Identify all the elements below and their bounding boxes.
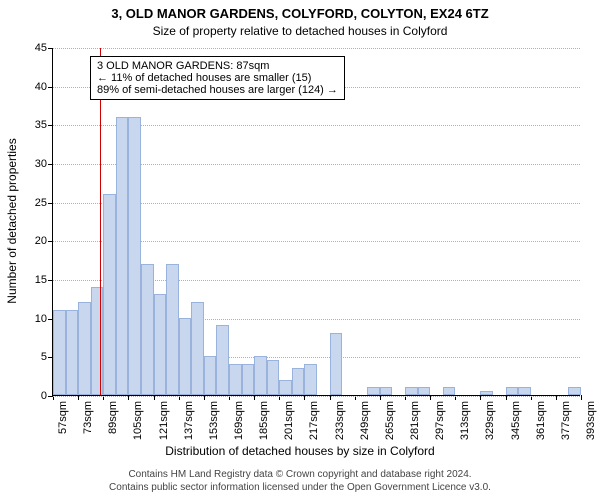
histogram-bar (229, 364, 242, 395)
x-tick-label: 313sqm (459, 401, 471, 440)
histogram-bar (506, 387, 519, 395)
histogram-bar (480, 391, 493, 395)
x-tick-label: 137sqm (183, 401, 195, 440)
histogram-bar (216, 325, 229, 395)
histogram-bar (380, 387, 393, 395)
histogram-bar (279, 380, 292, 395)
histogram-bar (166, 264, 179, 395)
histogram-bar (154, 294, 167, 395)
histogram-bar (443, 387, 456, 395)
histogram-bar (304, 364, 317, 395)
x-tick-label: 233sqm (334, 401, 346, 440)
x-tick-label: 361sqm (535, 401, 547, 440)
credit-text: Contains HM Land Registry data © Crown c… (0, 468, 600, 494)
x-tick-label: 89sqm (107, 401, 119, 434)
histogram-bar (242, 364, 255, 395)
x-tick-label: 329sqm (484, 401, 496, 440)
histogram-bar (292, 368, 305, 395)
x-tick-label: 281sqm (409, 401, 421, 440)
x-tick-label: 249sqm (359, 401, 371, 440)
histogram-bar (66, 310, 79, 395)
histogram-bar (179, 318, 192, 395)
reference-line (100, 48, 101, 395)
x-tick-label: 345sqm (510, 401, 522, 440)
x-tick-label: 217sqm (308, 401, 320, 440)
histogram-bar (78, 302, 91, 395)
x-tick-label: 153sqm (208, 401, 220, 440)
plot-area: 57sqm73sqm89sqm105sqm121sqm137sqm153sqm1… (52, 48, 580, 396)
histogram-bar (141, 264, 154, 395)
histogram-bar (518, 387, 531, 395)
histogram-bar (418, 387, 431, 395)
histogram-bar (405, 387, 418, 395)
x-axis-label: Distribution of detached houses by size … (0, 444, 600, 458)
x-tick-label: 393sqm (585, 401, 597, 440)
histogram-bar (204, 356, 217, 395)
x-tick-label: 265sqm (384, 401, 396, 440)
x-tick-label: 169sqm (233, 401, 245, 440)
gridline (53, 48, 580, 49)
x-tick-label: 105sqm (132, 401, 144, 440)
gridline (53, 396, 580, 397)
histogram-bar (367, 387, 380, 395)
x-tick-label: 73sqm (82, 401, 94, 434)
chart-title: 3, OLD MANOR GARDENS, COLYFORD, COLYTON,… (0, 6, 600, 21)
x-tick-label: 377sqm (560, 401, 572, 440)
histogram-bar (254, 356, 267, 395)
x-tick-label: 185sqm (258, 401, 270, 440)
histogram-bar (91, 287, 104, 395)
chart-subtitle: Size of property relative to detached ho… (0, 24, 600, 38)
x-tick-label: 297sqm (434, 401, 446, 440)
histogram-bar (330, 333, 343, 395)
histogram-bar (103, 194, 116, 395)
y-axis-label: Number of detached properties (5, 121, 19, 321)
histogram-bar (116, 117, 129, 395)
x-tick-label: 201sqm (283, 401, 295, 440)
histogram-bar (267, 360, 280, 395)
histogram-bar (568, 387, 581, 395)
histogram-chart: 3, OLD MANOR GARDENS, COLYFORD, COLYTON,… (0, 0, 600, 500)
annotation-box: 3 OLD MANOR GARDENS: 87sqm← 11% of detac… (90, 56, 345, 100)
histogram-bar (53, 310, 66, 395)
x-tick-label: 121sqm (158, 401, 170, 440)
x-tick-label: 57sqm (57, 401, 69, 434)
histogram-bar (128, 117, 141, 395)
histogram-bar (191, 302, 204, 395)
